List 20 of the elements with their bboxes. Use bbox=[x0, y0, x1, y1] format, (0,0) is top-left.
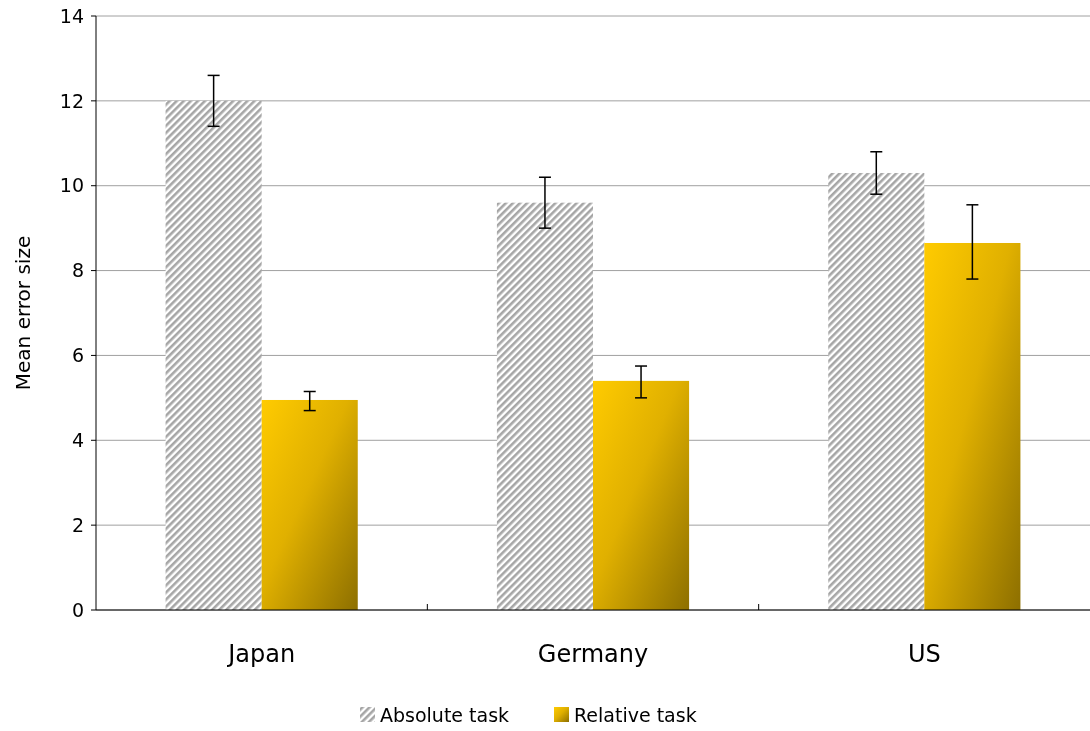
x-tick-label: US bbox=[907, 640, 941, 668]
bar bbox=[924, 242, 1021, 610]
y-tick-label: 6 bbox=[71, 344, 84, 367]
legend-label: Relative task bbox=[574, 703, 697, 726]
bar bbox=[496, 202, 593, 610]
bar bbox=[593, 380, 690, 610]
y-tick-label: 10 bbox=[59, 174, 84, 197]
y-tick-label: 4 bbox=[71, 428, 84, 451]
y-tick-label: 2 bbox=[71, 513, 84, 536]
y-axis-title: Mean error size bbox=[11, 235, 35, 391]
y-tick-label: 0 bbox=[71, 598, 84, 621]
x-tick-label: Japan bbox=[226, 640, 296, 668]
y-tick-label: 12 bbox=[59, 89, 84, 112]
bar bbox=[261, 399, 358, 610]
legend-label: Absolute task bbox=[380, 703, 510, 726]
bar bbox=[828, 172, 925, 610]
bar bbox=[165, 100, 262, 610]
x-tick-label: Germany bbox=[537, 640, 649, 668]
y-tick-label: 8 bbox=[71, 259, 84, 282]
y-tick-label: 14 bbox=[59, 4, 84, 27]
